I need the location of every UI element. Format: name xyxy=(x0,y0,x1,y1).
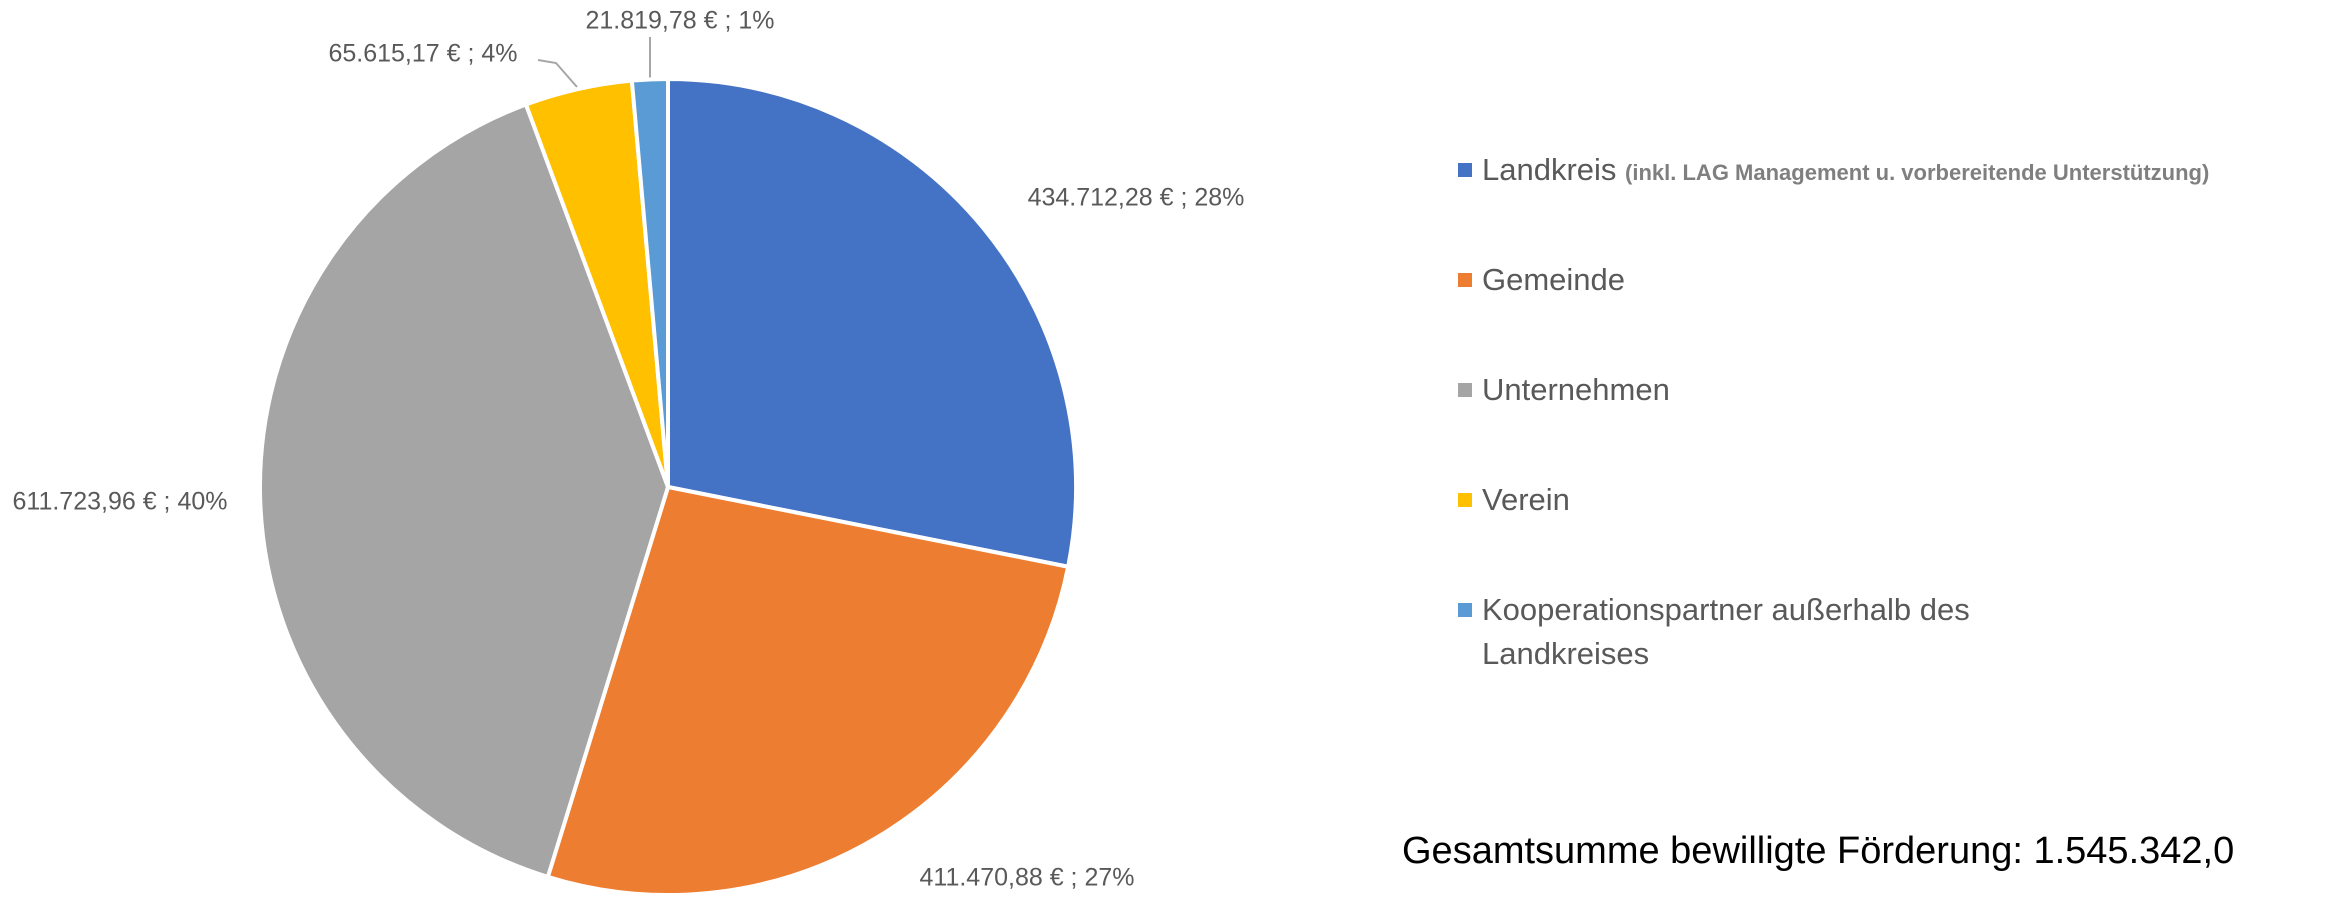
legend-item: Gemeinde xyxy=(1458,258,2038,368)
legend-label: Landkreis xyxy=(1482,152,1617,187)
legend-label: Verein xyxy=(1482,482,1570,517)
legend-swatch xyxy=(1458,493,1472,507)
leader-line xyxy=(537,59,578,88)
legend-item: Landkreis (inkl. LAG Management u. vorbe… xyxy=(1458,148,2209,258)
footnote: Gesamtsumme bewilligte Förderung: 1.545.… xyxy=(1402,830,2235,872)
legend-item: Unternehmen xyxy=(1458,368,2038,478)
data-label: 411.470,88 € ; 27% xyxy=(920,864,1135,892)
legend-item: Verein xyxy=(1458,478,2038,588)
legend-item: Kooperationspartner außerhalb des Landkr… xyxy=(1458,588,2038,698)
pie-slice xyxy=(629,76,670,488)
legend-label: Kooperationspartner außerhalb des Landkr… xyxy=(1482,592,1970,671)
legend-swatch xyxy=(1458,273,1472,287)
legend-swatch xyxy=(1458,163,1472,177)
legend: Landkreis (inkl. LAG Management u. vorbe… xyxy=(1458,148,2209,698)
legend-swatch xyxy=(1458,603,1472,617)
legend-label: Gemeinde xyxy=(1482,262,1626,297)
pie-slice xyxy=(258,101,671,880)
data-label: 434.712,28 € ; 28% xyxy=(1028,184,1245,212)
data-label: 611.723,96 € ; 40% xyxy=(13,488,228,516)
legend-label: Unternehmen xyxy=(1482,372,1670,407)
pie-slice xyxy=(545,484,1071,897)
data-label: 65.615,17 € ; 4% xyxy=(328,40,517,68)
data-label: 21.819,78 € ; 1% xyxy=(585,7,774,35)
legend-note: (inkl. LAG Management u. vorbereitende U… xyxy=(1625,160,2210,185)
pie-slice xyxy=(666,76,1078,570)
legend-swatch xyxy=(1458,383,1472,397)
